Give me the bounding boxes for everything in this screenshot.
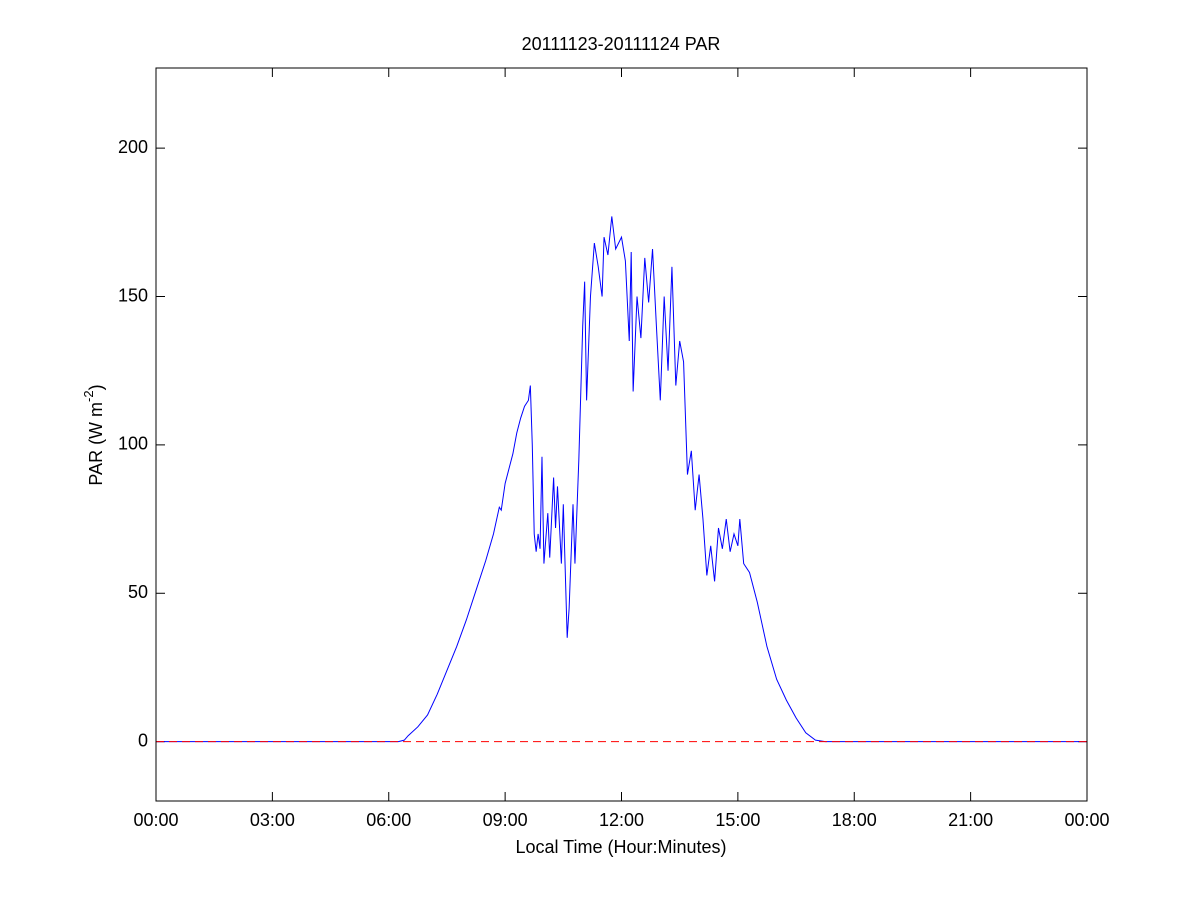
data-line: [156, 216, 1087, 743]
y-axis-label-part: ): [86, 384, 106, 390]
y-axis-label-sup: -2: [81, 390, 96, 402]
plot-frame: [155, 67, 1088, 802]
x-tick-label: 00:00: [1064, 810, 1109, 830]
y-axis-label: PAR (W m-2): [81, 384, 105, 485]
y-tick-label: 50: [128, 582, 148, 602]
y-tick-label: 200: [118, 137, 148, 157]
x-tick-label: 15:00: [715, 810, 760, 830]
x-tick-label: 00:00: [133, 810, 178, 830]
x-axis-label: Local Time (Hour:Minutes): [515, 837, 726, 857]
x-tick-label: 09:00: [483, 810, 528, 830]
y-tick-label: 0: [138, 730, 148, 750]
x-tick-label: 18:00: [832, 810, 877, 830]
y-tick-label: 100: [118, 434, 148, 454]
x-tick-label: 21:00: [948, 810, 993, 830]
x-tick-label: 03:00: [250, 810, 295, 830]
x-tick-label: 06:00: [366, 810, 411, 830]
chart-title: 20111123-20111124 PAR: [522, 34, 721, 54]
y-tick-label: 150: [118, 285, 148, 305]
y-axis-label-part: PAR (W m: [86, 402, 106, 486]
x-tick-label: 12:00: [599, 810, 644, 830]
